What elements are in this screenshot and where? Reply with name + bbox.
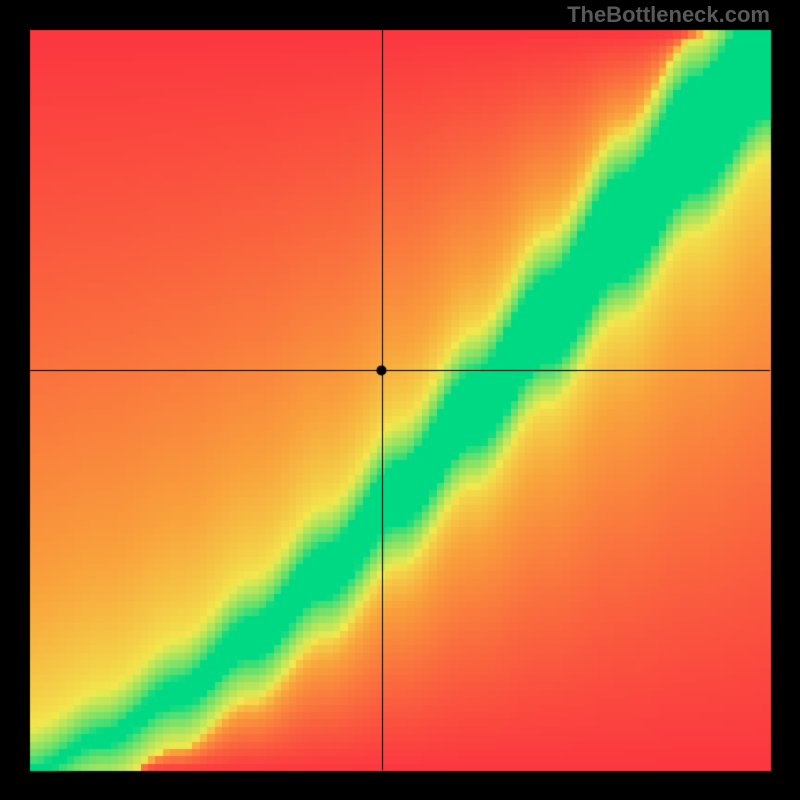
bottleneck-heatmap xyxy=(0,0,800,800)
watermark-text: TheBottleneck.com xyxy=(567,2,770,28)
